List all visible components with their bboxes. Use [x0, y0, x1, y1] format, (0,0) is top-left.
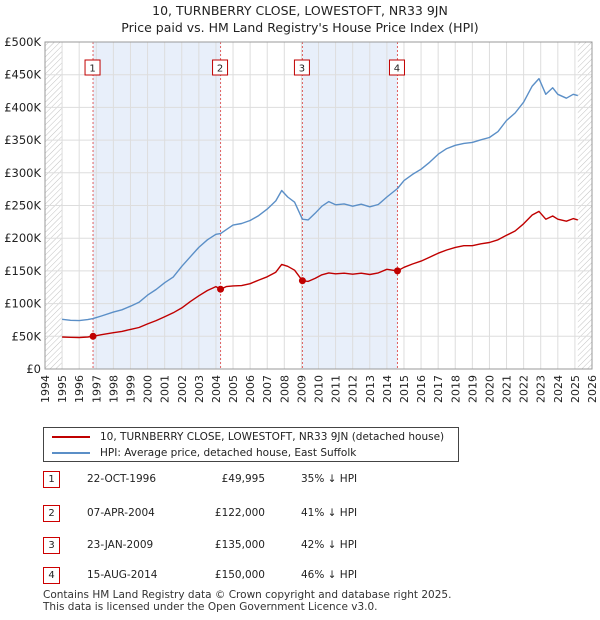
- legend-swatch-price: [52, 436, 90, 438]
- x-tick-label: 1998: [107, 375, 120, 403]
- legend-item-price: 10, TURNBERRY CLOSE, LOWESTOFT, NR33 9JN…: [52, 430, 444, 444]
- x-tick-label: 2014: [381, 375, 394, 403]
- sale-number-label: 4: [394, 64, 400, 75]
- x-tick-label: 2000: [142, 375, 155, 403]
- x-tick-label: 1995: [56, 375, 69, 403]
- sale-row: 3 23-JAN-2009 £135,000 42% ↓ HPI: [43, 536, 583, 556]
- x-tick-label: 2008: [278, 375, 291, 403]
- x-tick-label: 2007: [261, 375, 274, 403]
- x-tick-label: 2004: [210, 375, 223, 403]
- series-line-hpi: [62, 77, 578, 322]
- legend-label-hpi: HPI: Average price, detached house, East…: [100, 447, 357, 459]
- sale-point: [217, 285, 225, 293]
- chart-title: 10, TURNBERRY CLOSE, LOWESTOFT, NR33 9JN: [152, 3, 448, 18]
- x-tick-label: 2005: [227, 375, 240, 403]
- x-tick-label: 2016: [415, 375, 428, 403]
- x-tick-label: 2021: [501, 375, 514, 403]
- legend-item-hpi: HPI: Average price, detached house, East…: [52, 446, 356, 460]
- footer-copyright: Contains HM Land Registry data © Crown c…: [43, 589, 452, 601]
- sale-row: 1 22-OCT-1996 £49,995 35% ↓ HPI: [43, 470, 583, 490]
- legend: 10, TURNBERRY CLOSE, LOWESTOFT, NR33 9JN…: [43, 427, 459, 462]
- x-tick-label: 2025: [569, 375, 582, 403]
- series-line-price: [62, 210, 578, 339]
- sale-number-label: 3: [299, 64, 305, 75]
- sale-hpi-diff: 41% ↓ HPI: [301, 507, 358, 519]
- sale-number-box: [84, 59, 101, 76]
- sale-date: 22-OCT-1996: [87, 473, 156, 485]
- sale-date: 23-JAN-2009: [87, 539, 154, 551]
- x-tick-label: 1999: [124, 375, 137, 403]
- sale-number-box: [212, 59, 229, 76]
- x-tick-label: 2026: [586, 375, 599, 403]
- legend-swatch-hpi: [52, 452, 90, 454]
- y-tick-label: £50K: [12, 329, 42, 343]
- price-chart: 1 2 3 4 £0 £50K £100K £150K £200K £250K £300K £350K…: [4, 35, 599, 403]
- sale-number-badge: 3: [43, 537, 60, 554]
- sale-number-badge: 4: [43, 567, 60, 584]
- x-tick-label: 2015: [398, 375, 411, 403]
- x-tick-label: 2023: [535, 375, 548, 403]
- y-tick-label: £400K: [4, 100, 41, 114]
- chart-subtitle: Price paid vs. HM Land Registry's House …: [121, 20, 479, 35]
- x-tick-label: 2013: [364, 375, 377, 403]
- y-tick-label: £250K: [4, 199, 41, 213]
- sale-hpi-diff: 42% ↓ HPI: [301, 539, 358, 551]
- sale-price: £150,000: [214, 569, 265, 581]
- y-tick-label: £200K: [4, 231, 41, 245]
- x-tick-label: 1996: [73, 375, 86, 403]
- sale-number-badge: 2: [43, 505, 60, 522]
- sale-date: 07-APR-2004: [87, 507, 155, 519]
- sale-number-box: [388, 59, 405, 76]
- sale-number-label: 2: [217, 64, 223, 75]
- sale-date: 15-AUG-2014: [87, 569, 158, 581]
- sale-hpi-diff: 35% ↓ HPI: [301, 473, 358, 485]
- sale-number-badge: 1: [43, 471, 60, 488]
- sale-point: [89, 332, 97, 340]
- x-tick-label: 2009: [295, 375, 308, 403]
- legend-label-price: 10, TURNBERRY CLOSE, LOWESTOFT, NR33 9JN…: [100, 431, 445, 443]
- sale-point: [298, 277, 306, 285]
- x-tick-label: 2003: [193, 375, 206, 403]
- sale-row: 2 07-APR-2004 £122,000 41% ↓ HPI: [43, 504, 583, 524]
- x-tick-label: 2001: [159, 375, 172, 403]
- x-tick-label: 1994: [39, 375, 52, 403]
- y-tick-label: £150K: [4, 264, 41, 278]
- x-tick-label: 2022: [518, 375, 531, 403]
- sale-point: [393, 267, 401, 275]
- y-tick-label: £500K: [4, 35, 41, 49]
- x-tick-label: 2006: [244, 375, 257, 403]
- x-tick-label: 2010: [313, 375, 326, 403]
- y-tick-label: £0: [26, 362, 41, 376]
- x-tick-label: 2024: [552, 375, 565, 403]
- sale-price: £135,000: [214, 539, 265, 551]
- y-tick-label: £450K: [4, 68, 41, 82]
- sale-number-box: [293, 59, 310, 76]
- sale-number-label: 1: [89, 64, 95, 75]
- x-tick-label: 2018: [449, 375, 462, 403]
- x-tick-label: 2002: [176, 375, 189, 403]
- sale-row: 4 15-AUG-2014 £150,000 46% ↓ HPI: [43, 566, 583, 586]
- plot-frame: [44, 41, 593, 370]
- x-tick-label: 2017: [432, 375, 445, 403]
- y-tick-label: £350K: [4, 133, 41, 147]
- x-tick-label: 2020: [483, 375, 496, 403]
- x-tick-label: 2011: [330, 375, 343, 403]
- x-tick-label: 2019: [466, 375, 479, 403]
- footer: Contains HM Land Registry data © Crown c…: [43, 589, 451, 613]
- sale-price: £49,995: [221, 473, 265, 485]
- footer-licence: This data is licensed under the Open Gov…: [43, 601, 378, 613]
- x-tick-label: 1997: [90, 375, 103, 403]
- y-tick-label: £300K: [4, 166, 41, 180]
- y-tick-label: £100K: [4, 297, 41, 311]
- x-tick-label: 2012: [347, 375, 360, 403]
- sale-hpi-diff: 46% ↓ HPI: [301, 569, 358, 581]
- sale-price: £122,000: [214, 507, 265, 519]
